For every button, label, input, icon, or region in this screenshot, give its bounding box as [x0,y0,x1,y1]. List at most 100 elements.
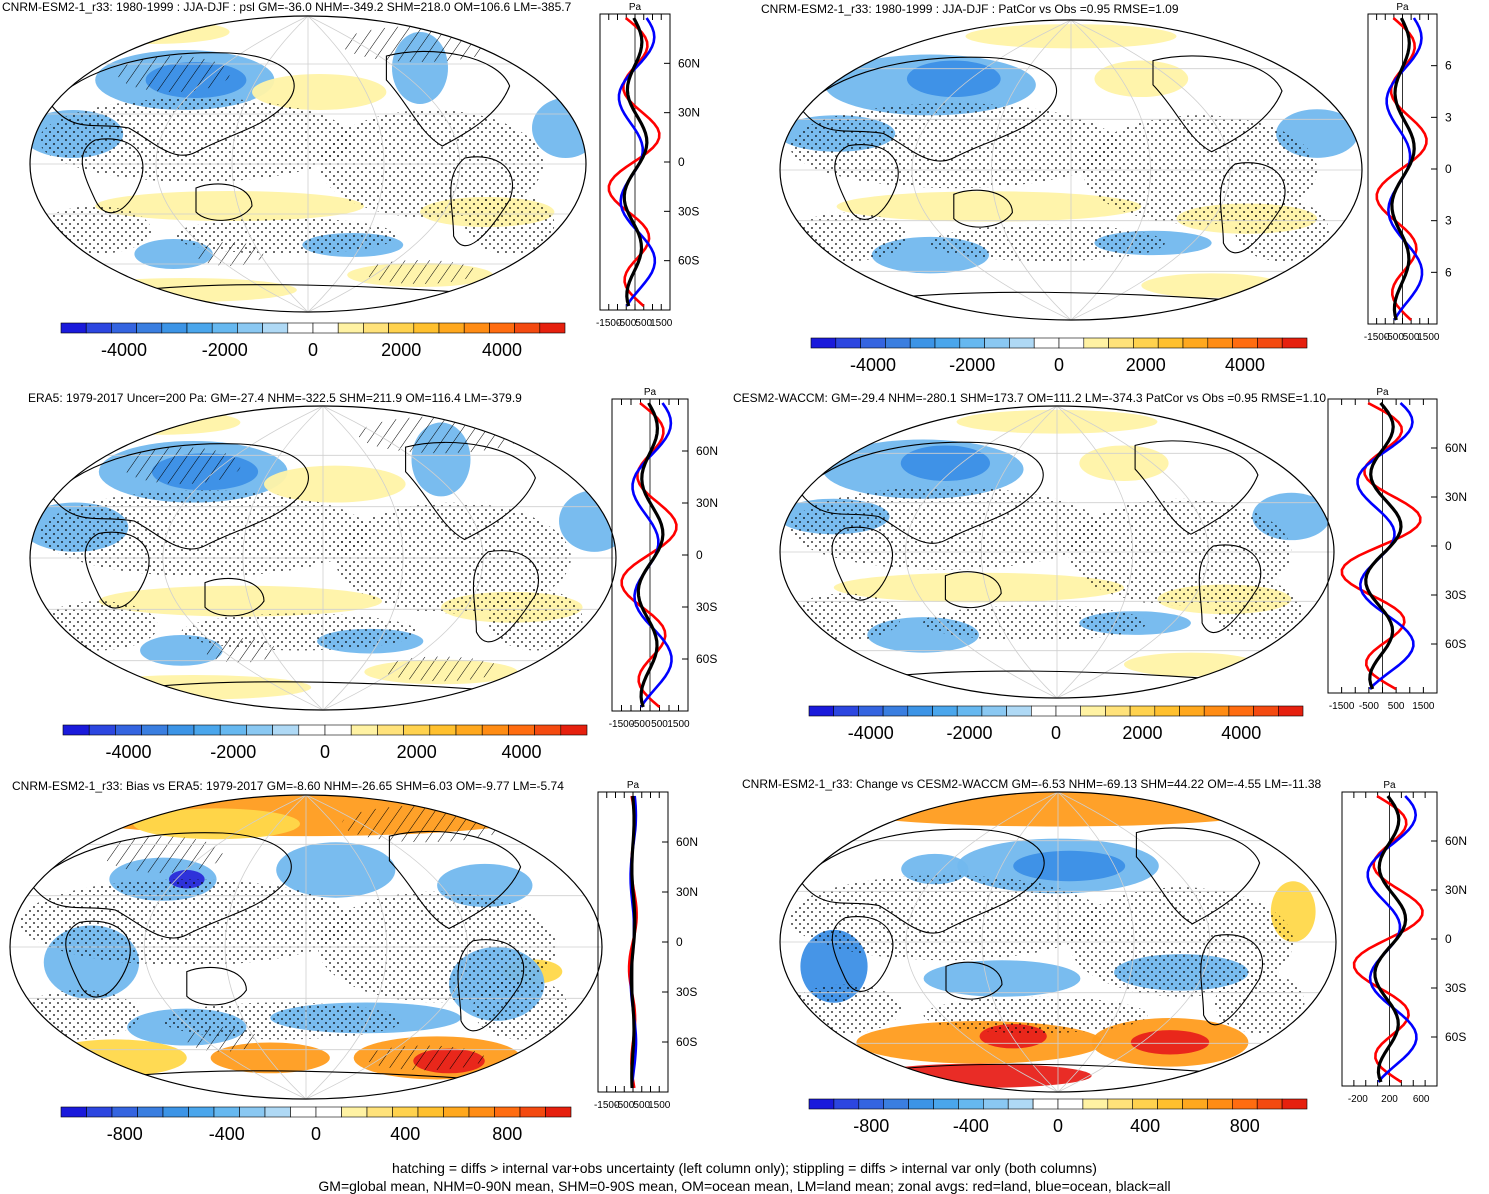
profile-unit-label: Pa [629,2,642,13]
coastline-2 [831,526,894,601]
field-anomaly-10 [1141,273,1282,298]
profile-unit-label: Pa [1396,2,1409,13]
meridian-line [322,406,484,710]
meridian-line [231,16,309,312]
profile-lat-label: 30S [1445,981,1466,995]
field-anomaly-12 [210,1042,330,1074]
colorbar-bin-14 [1133,337,1159,349]
profile-lat-label: 6 [1445,59,1452,73]
field-anomaly-12 [72,278,297,302]
meridian-line [991,20,1072,320]
colorbar-bin-10 [1032,1098,1059,1110]
colorbar-bin-11 [1055,705,1082,717]
colorbar-bin-8 [239,1106,266,1118]
field-anomaly-10 [1123,652,1258,677]
colorbar-bin-20 [539,322,566,334]
profile-lat-label: 30S [696,600,717,614]
map-panel-2 [779,19,1363,321]
field-anomaly-6 [923,960,1081,997]
colorbar-bin-17 [468,1106,495,1118]
stippling-region-4 [1213,581,1303,641]
colorbar-panel-2: -4000 -2000 0 2000 4000 [810,337,1308,375]
coastline-1 [799,441,1044,544]
colorbar-tick-label: 2000 [397,742,437,762]
colorbar-tick-label: 2000 [381,340,421,360]
colorbar-bin-11 [312,322,339,334]
colorbar-bin-10 [1031,705,1057,717]
caption-line-1: hatching = diffs > internal var+obs unce… [392,1160,1097,1176]
panel-4-title: CESM2-WACCM: GM=-29.4 NHM=-280.1 SHM=173… [733,391,1327,405]
colorbar-bin-6 [934,337,961,349]
colorbar-bin-4 [137,1106,164,1118]
colorbar-bin-19 [1256,1098,1283,1110]
profile-unit-label: Pa [627,780,640,791]
map-border [779,19,1363,321]
profile-tick-label: -500 [616,318,636,329]
colorbar-bin-15 [413,322,440,334]
colorbar-bin-8 [237,322,263,334]
meridian-line [144,795,307,1099]
colorbar-tick-label: 0 [1051,723,1061,743]
field-anomaly-6 [264,465,406,503]
field-anomaly-7 [98,585,382,617]
profile-tick-label: -1500 [596,318,622,329]
meridian-line [305,795,388,1099]
profile-lat-label: 60N [1445,441,1467,455]
profile-lat-label: 30N [676,885,698,899]
colorbar-bin-9 [272,724,300,736]
hatching-region-2 [341,805,509,843]
land-zonal-curve [1375,17,1428,321]
meridian-line [1057,792,1211,1092]
coastline-3 [945,961,1003,1000]
colorbar-bin-15 [417,1106,444,1118]
colorbar-bin-18 [508,724,535,736]
colorbar-bin-1 [808,1098,835,1110]
colorbar-bin-10 [287,322,314,334]
zonal-profile-panel-6: Pa -200 200 600 60N 30N 0 30S 60S [1341,780,1467,1105]
colorbar-bin-15 [429,724,457,736]
colorbar-tick-label: 0 [1053,1116,1063,1136]
colorbar-tick-label: -400 [209,1124,245,1144]
coastline-4 [1152,55,1283,153]
stippling-region-1 [789,486,1102,570]
colorbar-bin-7 [956,705,983,717]
profile-tick-label: -1500 [1364,332,1390,343]
coastline-3 [186,966,247,1006]
colorbar-panel-3: -4000 -2000 0 2000 4000 [62,724,588,762]
colorbar-bin-13 [366,1106,393,1118]
profile-unit-label: Pa [644,387,657,398]
profile-lat-label: 60S [676,1035,697,1049]
profile-lat-label: 60S [1445,1030,1466,1044]
map-panel-5 [9,794,603,1100]
field-anomaly-5 [833,572,1124,603]
coastline-3 [953,189,1013,228]
colorbar-tick-label: 4000 [1221,723,1261,743]
profile-lat-label: 30N [1445,883,1467,897]
colorbar-bin-18 [1232,337,1258,349]
colorbar-bin-10 [1033,337,1060,349]
meridian-line [1056,406,1209,698]
colorbar-bin-19 [519,1106,546,1118]
colorbar-bin-18 [489,322,515,334]
coastline-2 [84,531,150,609]
colorbar-bin-14 [403,724,431,736]
colorbar-tick-label: 0 [311,1124,321,1144]
zonal-profile-panel-4: Pa -1500 -500 500 1500 60N 30N 0 30S 60S [1327,387,1467,712]
colorbar-tick-label: 400 [390,1124,420,1144]
colorbar-bin-1 [808,705,835,717]
profile-tick-label: 1500 [650,318,673,329]
meridian-line [224,795,307,1099]
map-panel-4 [779,405,1335,699]
colorbar-tick-label: 0 [308,340,318,360]
colorbar-bin-12 [1082,1098,1109,1110]
stippling-region-3 [930,224,1165,262]
panel-6-title: CNRM-ESM2-1_r33: Change vs CESM2-WACCM G… [742,777,1322,791]
colorbar-tick-label: 4000 [1225,355,1265,375]
colorbar-bin-16 [1182,1098,1208,1110]
coastline-4 [1135,827,1261,925]
profile-lat-label: 30S [678,204,699,218]
field-anomaly-6 [252,74,387,110]
meridian-line [307,16,461,312]
colorbar-bin-2 [833,1098,860,1110]
